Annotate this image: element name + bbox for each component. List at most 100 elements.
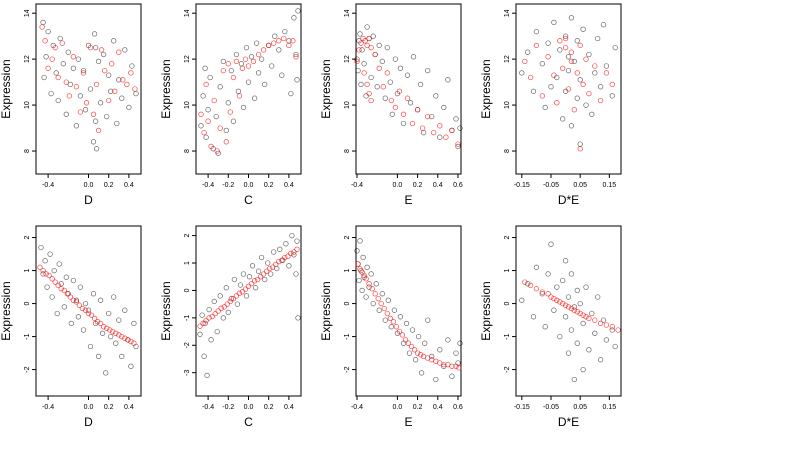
data-point	[80, 70, 87, 76]
data-point	[49, 294, 55, 300]
data-point	[53, 70, 59, 76]
data-point	[357, 238, 363, 244]
data-point	[603, 322, 610, 328]
data-point	[597, 97, 604, 104]
x-axis-label: D*E	[558, 193, 579, 207]
data-point	[234, 301, 241, 307]
data-point	[562, 33, 569, 39]
data-point	[255, 70, 262, 76]
data-point	[40, 19, 46, 26]
data-point	[545, 40, 551, 46]
data-point	[545, 54, 551, 60]
data-point	[568, 58, 575, 65]
data-point	[560, 277, 566, 284]
data-point	[102, 67, 108, 74]
data-point	[551, 307, 557, 313]
data-point	[200, 93, 206, 99]
data-point	[380, 84, 386, 90]
data-point	[291, 15, 297, 21]
data-point	[368, 97, 374, 104]
data-point	[225, 309, 231, 316]
data-point	[66, 93, 72, 99]
data-point	[248, 54, 255, 60]
y-tick-label: -2	[344, 366, 351, 372]
data-point	[108, 88, 114, 94]
data-point	[364, 42, 370, 49]
data-point	[391, 307, 398, 313]
y-tick-label: 14	[24, 9, 31, 17]
data-point	[276, 258, 282, 265]
data-point	[551, 19, 557, 26]
data-point	[103, 370, 109, 376]
data-point	[580, 320, 586, 327]
data-point	[355, 67, 361, 74]
x-tick-label: -0.4	[351, 182, 363, 189]
data-point	[266, 42, 272, 49]
data-point	[412, 357, 419, 363]
data-point	[268, 271, 274, 277]
x-tick-label: 0.0	[393, 404, 403, 411]
data-point	[220, 67, 226, 74]
data-point	[288, 250, 294, 257]
data-point	[586, 51, 592, 58]
data-point	[291, 249, 297, 255]
data-point	[228, 67, 234, 74]
data-point	[577, 141, 583, 147]
data-point	[366, 284, 372, 290]
data-point	[129, 63, 135, 69]
panel-6: -0.4 -0.2 0.0 0.2 0.4 -3 -2 -1 0 1 2 C Expression	[159, 225, 302, 429]
data-point	[359, 47, 365, 53]
data-point	[586, 315, 592, 322]
y-axis-label: Expression	[479, 281, 493, 340]
data-point	[282, 254, 288, 261]
plot-frame	[355, 225, 462, 397]
data-point	[545, 291, 551, 297]
y-tick-label: -1	[344, 333, 351, 339]
data-point	[286, 263, 292, 269]
data-point	[368, 271, 374, 277]
panel-2: -0.4 -0.2 0.0 0.2 0.4 8 10 12 14 C Expression	[159, 3, 302, 207]
data-point	[119, 353, 125, 360]
y-tick-label: 12	[24, 55, 31, 63]
data-point	[41, 74, 47, 81]
data-point	[580, 26, 586, 32]
data-point	[79, 305, 86, 312]
data-point	[530, 88, 537, 94]
plot-frame	[355, 3, 462, 175]
data-point	[95, 58, 102, 65]
y-axis-label: Expression	[0, 59, 13, 118]
y-tick-label: 14	[344, 9, 351, 17]
data-point	[441, 361, 447, 368]
y-tick-label: 2	[24, 236, 31, 240]
data-point	[43, 271, 49, 277]
data-point	[393, 324, 400, 330]
data-point	[201, 129, 207, 136]
data-point	[603, 63, 610, 69]
data-point	[239, 65, 246, 71]
data-point	[231, 276, 238, 283]
x-tick-label: 0.2	[264, 404, 274, 411]
data-point	[80, 327, 87, 333]
x-tick-label: 0.6	[453, 182, 463, 189]
data-point	[574, 309, 580, 315]
data-point	[57, 35, 63, 42]
data-point	[60, 61, 66, 67]
data-point	[217, 293, 223, 299]
data-point	[104, 113, 110, 120]
data-point	[387, 315, 393, 322]
data-point	[583, 314, 589, 320]
data-point	[431, 129, 437, 136]
data-point	[384, 44, 390, 51]
data-point	[258, 56, 265, 62]
data-point	[220, 58, 226, 65]
panel-7: -0.4 0.0 0.2 0.4 0.6 -2 -1 0 1 2 E Expression	[319, 225, 463, 429]
data-point	[240, 271, 247, 277]
data-point	[557, 333, 563, 340]
data-point	[258, 254, 265, 261]
data-point	[562, 302, 569, 308]
data-point	[361, 70, 367, 76]
data-point	[376, 65, 382, 71]
panel-8: -0.15 -0.05 0.05 0.15 -2 -1 0 1 2 D*E Expression	[479, 225, 622, 429]
data-point	[565, 86, 572, 92]
